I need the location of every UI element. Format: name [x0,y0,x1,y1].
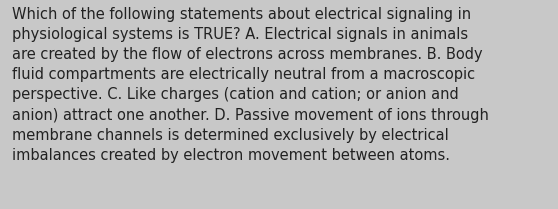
Text: Which of the following statements about electrical signaling in
physiological sy: Which of the following statements about … [12,7,489,163]
